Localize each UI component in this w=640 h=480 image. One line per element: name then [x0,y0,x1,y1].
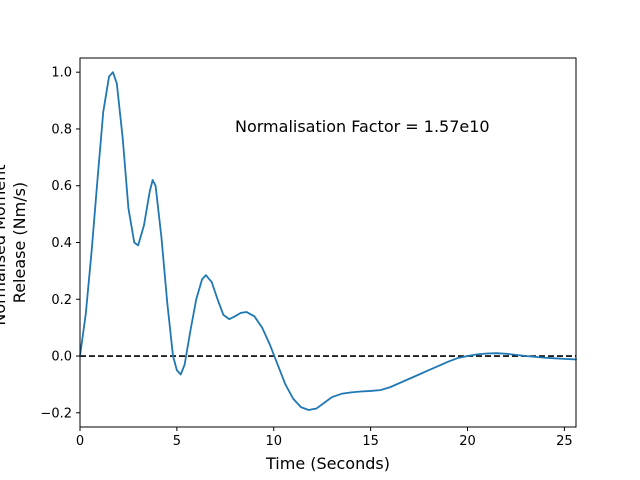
data-point [155,185,157,187]
data-point [102,111,104,113]
data-point [180,374,182,376]
data-point [116,83,118,85]
data-point [467,355,469,357]
data-point [380,389,382,391]
data-point [323,402,325,404]
data-point [161,236,163,238]
data-point [476,354,478,356]
data-point [228,318,230,320]
data-point [246,311,248,313]
y-tick-label: 1.0 [51,66,72,81]
y-tick-label: 0.8 [51,122,72,137]
data-point [166,301,168,303]
x-tick-label: 25 [556,434,573,449]
normalisation-annotation: Normalisation Factor = 1.57e10 [235,117,490,136]
data-point [486,353,488,355]
y-tick-label: 0.0 [51,350,72,365]
data-point [544,357,546,359]
data-point [370,390,372,392]
data-point [457,357,459,359]
x-tick-label: 15 [362,434,379,449]
data-point [554,358,556,360]
data-point [85,313,87,315]
x-tick-label: 5 [173,434,181,449]
data-point [143,225,145,227]
data-point [428,369,430,371]
data-point [277,364,279,366]
data-point [360,391,362,393]
data-point [195,298,197,300]
data-point [133,242,135,244]
data-point [91,250,93,252]
y-tick-label: 0.6 [51,179,72,194]
data-point [535,356,537,358]
data-point [205,274,207,276]
data-point [172,355,174,357]
y-ticks: −0.2 0.0 0.2 0.4 0.6 0.8 1.0 [40,66,80,421]
data-point [447,361,449,363]
data-point [201,279,203,281]
y-tick-label: 0.4 [51,236,72,251]
data-point [211,281,213,283]
data-point [128,208,130,210]
data-point [438,365,440,367]
data-point [418,374,420,376]
data-point [505,353,507,355]
plot-area [79,71,577,411]
y-tick-label: 0.2 [51,293,72,308]
data-point [254,316,256,318]
data-point [269,344,271,346]
data-point [223,314,225,316]
data-point [122,137,124,139]
data-point [515,354,517,356]
data-point [108,76,110,78]
data-point [350,392,352,394]
y-axis-title: Normalised Moment Release (Nm/s) [0,159,29,325]
data-point [496,352,498,354]
x-axis-title: Time (Seconds) [265,454,390,473]
data-point [240,312,242,314]
data-point [190,330,192,332]
data-point [217,298,219,300]
x-ticks: 0 5 10 15 20 25 [76,427,573,449]
data-point [389,386,391,388]
data-point [149,191,151,193]
data-point [308,409,310,411]
data-point [97,179,99,181]
y-axis-title-line-2: Release (Nm/s) [10,182,29,303]
x-tick-label: 20 [459,434,476,449]
data-point [285,384,287,386]
data-point [409,378,411,380]
data-point [234,316,236,318]
data-point [137,245,139,247]
data-point [300,406,302,408]
data-point [341,393,343,395]
data-point [152,179,154,181]
data-point [331,396,333,398]
y-axis-title-line-1: Normalised Moment [0,164,9,325]
x-tick-label: 10 [265,434,282,449]
data-point [525,355,527,357]
y-tick-label: −0.2 [40,406,72,421]
data-point [316,408,318,410]
data-point [399,382,401,384]
series-line-0 [79,71,577,411]
data-point [176,369,178,371]
data-point [184,364,186,366]
data-point [261,327,263,329]
data-point [112,71,114,73]
x-tick-label: 0 [76,434,84,449]
data-point [564,358,566,360]
data-point [292,398,294,400]
